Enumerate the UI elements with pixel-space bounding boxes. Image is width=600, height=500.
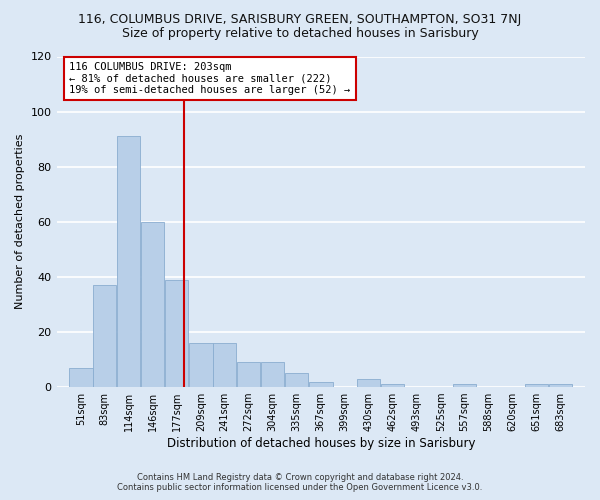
Bar xyxy=(117,136,140,387)
X-axis label: Distribution of detached houses by size in Sarisbury: Distribution of detached houses by size … xyxy=(167,437,475,450)
Bar xyxy=(549,384,572,387)
Bar xyxy=(237,362,260,387)
Bar xyxy=(309,382,332,387)
Text: 116 COLUMBUS DRIVE: 203sqm
← 81% of detached houses are smaller (222)
19% of sem: 116 COLUMBUS DRIVE: 203sqm ← 81% of deta… xyxy=(70,62,350,95)
Bar xyxy=(524,384,548,387)
Bar xyxy=(189,343,212,387)
Text: Contains HM Land Registry data © Crown copyright and database right 2024.
Contai: Contains HM Land Registry data © Crown c… xyxy=(118,473,482,492)
Bar xyxy=(284,374,308,387)
Text: Size of property relative to detached houses in Sarisbury: Size of property relative to detached ho… xyxy=(122,28,478,40)
Bar xyxy=(357,379,380,387)
Y-axis label: Number of detached properties: Number of detached properties xyxy=(15,134,25,310)
Bar xyxy=(214,343,236,387)
Bar xyxy=(69,368,92,387)
Bar xyxy=(381,384,404,387)
Bar xyxy=(165,280,188,387)
Text: 116, COLUMBUS DRIVE, SARISBURY GREEN, SOUTHAMPTON, SO31 7NJ: 116, COLUMBUS DRIVE, SARISBURY GREEN, SO… xyxy=(79,12,521,26)
Bar xyxy=(141,222,164,387)
Bar xyxy=(453,384,476,387)
Bar xyxy=(94,285,116,387)
Bar xyxy=(261,362,284,387)
